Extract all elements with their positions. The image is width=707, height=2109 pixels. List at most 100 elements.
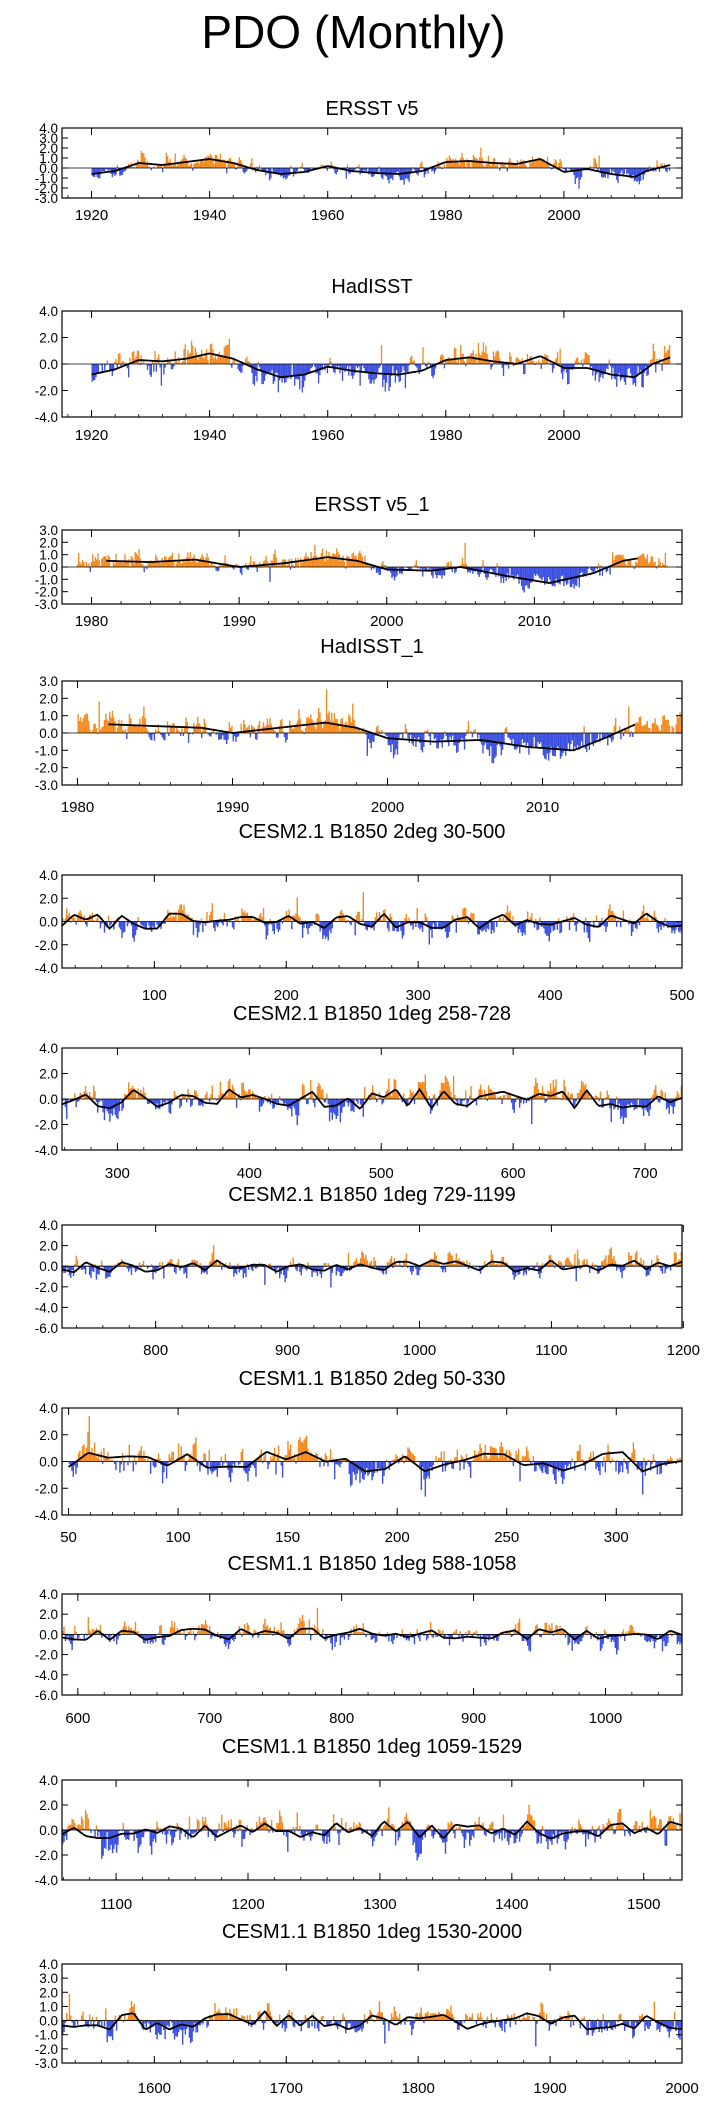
anomaly-bar (199, 1461, 201, 1472)
anomaly-bar (499, 733, 501, 747)
anomaly-bar (624, 730, 626, 733)
anomaly-bar (102, 726, 104, 733)
anomaly-bar (409, 1089, 412, 1099)
anomaly-bar (549, 1083, 552, 1099)
anomaly-bar (492, 733, 495, 764)
anomaly-bar (372, 1085, 374, 1099)
anomaly-bar (593, 364, 595, 370)
anomaly-bar (589, 364, 591, 369)
anomaly-bar (214, 1097, 216, 1099)
anomaly-bar (544, 567, 546, 585)
anomaly-bar (190, 163, 193, 168)
anomaly-bar (280, 562, 283, 567)
anomaly-bar (113, 1634, 115, 1642)
anomaly-bar (256, 1821, 258, 1830)
anomaly-bar (652, 1094, 654, 1099)
anomaly-bar (238, 1266, 240, 1273)
anomaly-bar (276, 1099, 278, 1103)
anomaly-bar (576, 1092, 579, 1099)
y-tick-label: -2.0 (35, 384, 58, 399)
anomaly-bar (217, 1461, 220, 1466)
anomaly-bar (647, 1459, 649, 1462)
anomaly-bar (377, 168, 379, 173)
anomaly-bar (378, 166, 380, 168)
anomaly-bar (457, 162, 459, 168)
anomaly-bar (551, 733, 554, 756)
anomaly-bar (68, 1634, 71, 1642)
anomaly-bar (419, 567, 421, 569)
anomaly-bar (529, 1461, 532, 1464)
anomaly-bar (386, 733, 388, 737)
anomaly-bar (543, 159, 545, 168)
anomaly-bar (161, 558, 163, 567)
anomaly-bar (472, 1460, 475, 1462)
anomaly-bar (547, 1263, 549, 1267)
anomaly-bar (397, 168, 399, 172)
anomaly-bar (397, 1265, 400, 1267)
anomaly-bar (393, 1079, 395, 1099)
anomaly-bar (395, 567, 397, 578)
anomaly-bar (638, 168, 641, 185)
anomaly-bar (501, 567, 503, 579)
anomaly-bar (343, 917, 346, 922)
anomaly-bar (551, 168, 554, 169)
anomaly-bar (434, 168, 437, 171)
anomaly-bar (295, 913, 297, 922)
anomaly-bar (370, 1095, 373, 1099)
anomaly-bar (118, 719, 120, 733)
anomaly-bar (223, 733, 225, 740)
anomaly-bar (460, 1634, 463, 1637)
anomaly-bar (420, 1830, 422, 1854)
anomaly-bar (217, 354, 219, 364)
anomaly-bar (465, 733, 467, 736)
anomaly-bar (191, 1457, 193, 1462)
anomaly-bar (376, 1830, 378, 1836)
anomaly-bar (285, 364, 287, 383)
anomaly-bar (78, 1099, 80, 1102)
anomaly-bar (636, 921, 638, 929)
anomaly-bar (228, 338, 230, 364)
anomaly-bar (406, 364, 408, 372)
anomaly-bar (129, 357, 131, 364)
anomaly-bar (157, 561, 159, 567)
anomaly-bar (653, 1089, 656, 1099)
anomaly-bar (571, 1264, 573, 1267)
anomaly-bar (417, 921, 420, 928)
anomaly-bar (336, 364, 339, 369)
anomaly-bar (442, 1630, 444, 1635)
anomaly-bar (512, 733, 514, 739)
anomaly-bar (84, 1810, 87, 1830)
anomaly-bar (401, 921, 404, 939)
y-tick-label: -4.0 (35, 1508, 58, 1523)
anomaly-bar (314, 725, 316, 733)
anomaly-bar (256, 733, 258, 740)
anomaly-bar (572, 1634, 575, 1641)
anomaly-bar (248, 361, 251, 364)
anomaly-bar (98, 1830, 100, 1833)
anomaly-bar (190, 1629, 192, 1635)
anomaly-bar (227, 1820, 230, 1830)
anomaly-bar (576, 921, 579, 924)
anomaly-bar (496, 563, 498, 567)
anomaly-bar (223, 159, 225, 168)
anomaly-bar (580, 1459, 583, 1462)
anomaly-bar (409, 567, 411, 571)
anomaly-bar (315, 913, 317, 922)
anomaly-bar (350, 1099, 352, 1112)
anomaly-bar (424, 168, 427, 175)
anomaly-bar (470, 1086, 472, 1099)
anomaly-bar (607, 364, 609, 370)
anomaly-bar (634, 921, 637, 928)
anomaly-bar (274, 549, 276, 567)
anomaly-bar (232, 1461, 234, 1464)
anomaly-bar (490, 1250, 493, 1267)
anomaly-bar (389, 1259, 391, 1267)
anomaly-bar (577, 567, 579, 579)
anomaly-bar (285, 1099, 288, 1107)
anomaly-bar (533, 1266, 536, 1270)
anomaly-bar (378, 912, 381, 922)
anomaly-bar (308, 718, 311, 733)
anomaly-bar (624, 168, 627, 170)
anomaly-bar (628, 706, 630, 733)
anomaly-bar (173, 1090, 176, 1099)
